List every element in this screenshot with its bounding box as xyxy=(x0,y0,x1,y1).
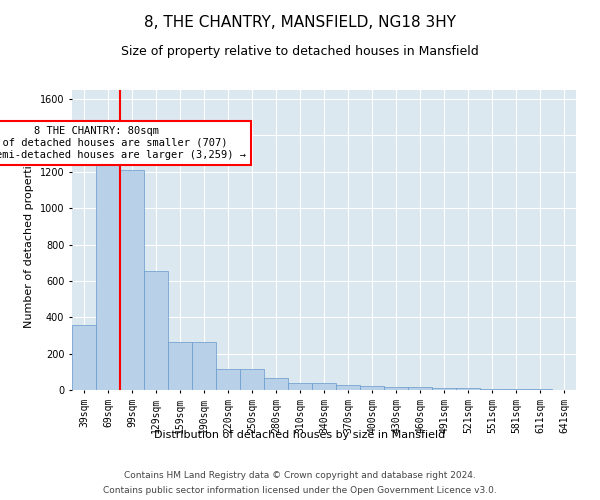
Text: Contains HM Land Registry data © Crown copyright and database right 2024.: Contains HM Land Registry data © Crown c… xyxy=(124,471,476,480)
Bar xyxy=(144,271,168,390)
Text: Contains public sector information licensed under the Open Government Licence v3: Contains public sector information licen… xyxy=(103,486,497,495)
Text: 8 THE CHANTRY: 80sqm
← 18% of detached houses are smaller (707)
81% of semi-deta: 8 THE CHANTRY: 80sqm ← 18% of detached h… xyxy=(0,126,246,160)
Text: Distribution of detached houses by size in Mansfield: Distribution of detached houses by size … xyxy=(154,430,446,440)
Bar xyxy=(480,388,504,390)
Bar xyxy=(264,378,288,390)
Bar xyxy=(72,324,96,390)
Bar xyxy=(288,382,312,390)
Bar xyxy=(96,162,120,390)
Bar xyxy=(216,369,240,390)
Bar xyxy=(192,342,216,390)
Y-axis label: Number of detached properties: Number of detached properties xyxy=(24,152,34,328)
Bar xyxy=(384,386,408,390)
Bar xyxy=(312,383,336,390)
Bar xyxy=(240,369,264,390)
Bar xyxy=(456,388,480,390)
Bar xyxy=(336,386,360,390)
Bar xyxy=(120,170,144,390)
Bar xyxy=(408,388,432,390)
Bar xyxy=(168,342,192,390)
Text: Size of property relative to detached houses in Mansfield: Size of property relative to detached ho… xyxy=(121,45,479,58)
Bar xyxy=(360,386,384,390)
Bar xyxy=(504,389,528,390)
Bar xyxy=(432,388,456,390)
Text: 8, THE CHANTRY, MANSFIELD, NG18 3HY: 8, THE CHANTRY, MANSFIELD, NG18 3HY xyxy=(144,15,456,30)
